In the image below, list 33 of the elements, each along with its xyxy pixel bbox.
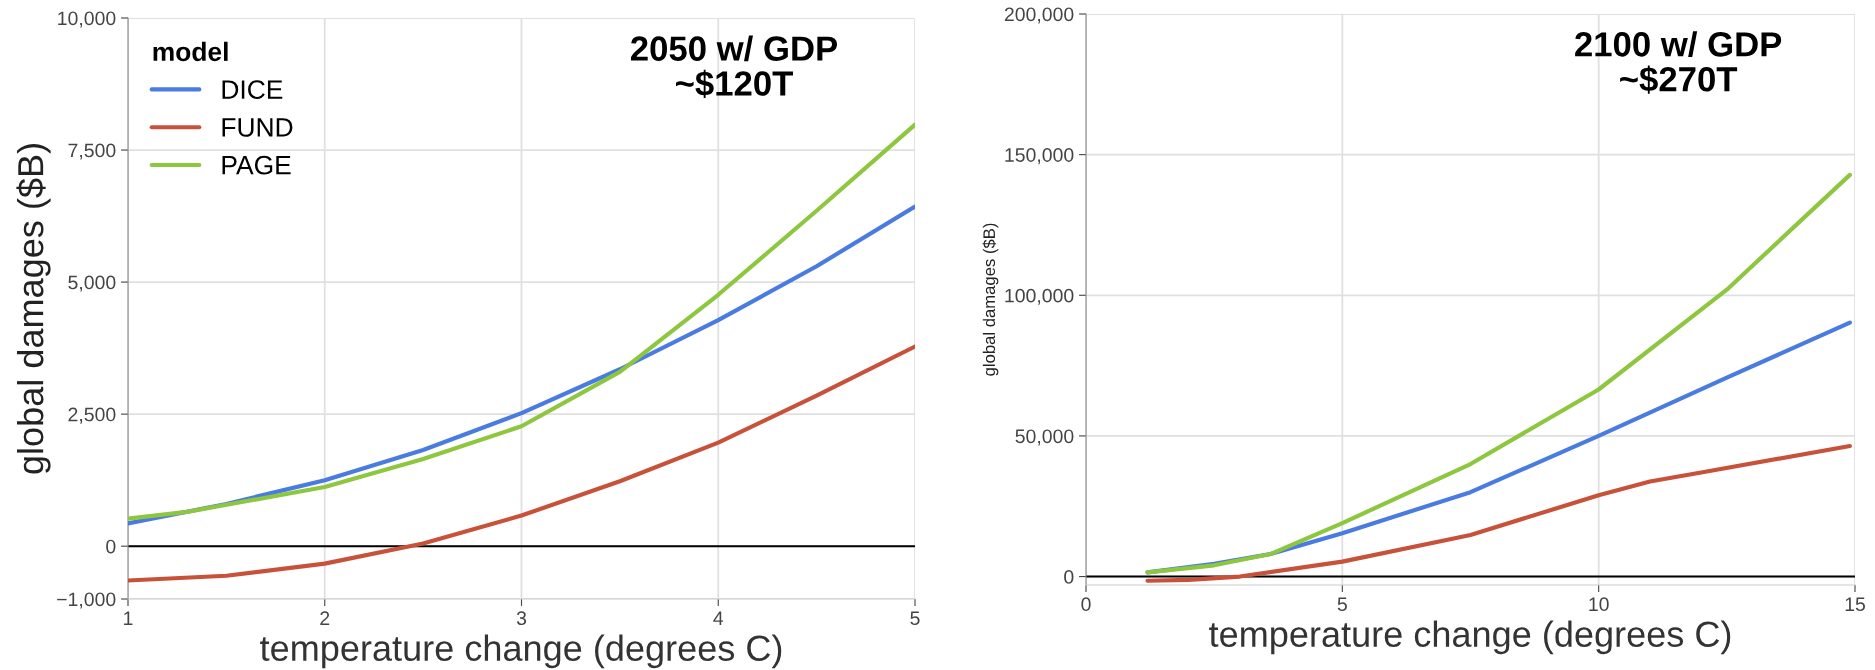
y-tick-label: 150,000 <box>1005 148 1074 165</box>
y-tick-label: −1,000 <box>57 592 116 609</box>
y-tick-label: 7,500 <box>68 143 116 160</box>
legend-title: model <box>153 41 228 62</box>
x-axis-title: temperature change (degrees C) <box>1209 620 1731 655</box>
y-tick-label: 50,000 <box>1015 429 1074 446</box>
y-tick-label: 100,000 <box>1005 288 1074 305</box>
x-tick-label: 5 <box>910 611 920 626</box>
x-tick-label: 5 <box>1337 597 1347 612</box>
y-tick-label: 200,000 <box>1004 7 1074 24</box>
annotation: 2050 w/ GDP ~$120T <box>630 35 838 99</box>
legend-label: FUND <box>222 118 293 137</box>
y-tick-label: 10,000 <box>58 11 116 28</box>
y-tick-label: 5,000 <box>68 275 116 292</box>
y-axis-title: global damages ($B) <box>16 144 51 474</box>
legend-label: PAGE <box>222 155 291 175</box>
x-tick-label: 15 <box>1845 597 1865 612</box>
line-series <box>128 344 915 583</box>
y-axis-title: global damages ($B) <box>982 223 999 376</box>
legend-label: DICE <box>222 80 283 99</box>
annotation: 2100 w/ GDP ~$270T <box>1575 31 1782 94</box>
y-tick-label: 0 <box>1064 570 1074 584</box>
x-tick-label: 4 <box>713 611 724 625</box>
x-axis-title: temperature change (degrees C) <box>260 634 782 669</box>
x-tick-label: 2 <box>320 611 330 625</box>
line-series <box>1145 443 1852 583</box>
x-tick-label: 10 <box>1589 597 1609 612</box>
y-tick-label: 0 <box>106 539 116 554</box>
x-tick-label: 3 <box>516 611 527 626</box>
line-series <box>1145 172 1852 575</box>
y-tick-label: 2,500 <box>68 407 116 424</box>
x-tick-label: 1 <box>124 611 133 625</box>
x-tick-label: 0 <box>1081 597 1091 612</box>
